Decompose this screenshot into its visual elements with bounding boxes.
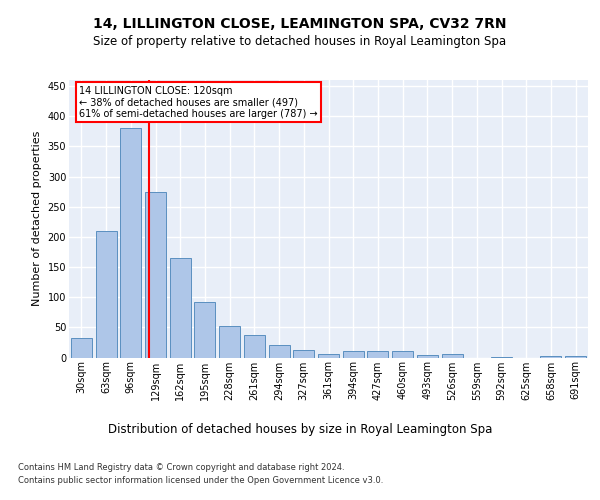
Bar (491, 357, 512, 358)
Text: 14, LILLINGTON CLOSE, LEAMINGTON SPA, CV32 7RN: 14, LILLINGTON CLOSE, LEAMINGTON SPA, CV… (93, 18, 507, 32)
Bar (442, 354, 463, 358)
Text: 14 LILLINGTON CLOSE: 120sqm
← 38% of detached houses are smaller (497)
61% of se: 14 LILLINGTON CLOSE: 120sqm ← 38% of det… (79, 86, 318, 118)
Text: Size of property relative to detached houses in Royal Leamington Spa: Size of property relative to detached ho… (94, 35, 506, 48)
Bar (95, 231, 116, 358)
Bar (367, 351, 388, 358)
Bar (120, 128, 141, 358)
Bar (170, 258, 191, 358)
Bar (541, 356, 562, 358)
Bar (293, 350, 314, 358)
Bar (392, 352, 413, 358)
Bar (343, 351, 364, 358)
Text: Distribution of detached houses by size in Royal Leamington Spa: Distribution of detached houses by size … (108, 422, 492, 436)
Bar (145, 192, 166, 358)
Bar (565, 356, 586, 358)
Bar (417, 355, 438, 358)
Text: Contains public sector information licensed under the Open Government Licence v3: Contains public sector information licen… (18, 476, 383, 485)
Text: Contains HM Land Registry data © Crown copyright and database right 2024.: Contains HM Land Registry data © Crown c… (18, 462, 344, 471)
Bar (219, 326, 240, 358)
Bar (318, 354, 339, 358)
Bar (71, 338, 92, 357)
Bar (194, 302, 215, 358)
Bar (244, 334, 265, 357)
Y-axis label: Number of detached properties: Number of detached properties (32, 131, 42, 306)
Bar (269, 346, 290, 358)
